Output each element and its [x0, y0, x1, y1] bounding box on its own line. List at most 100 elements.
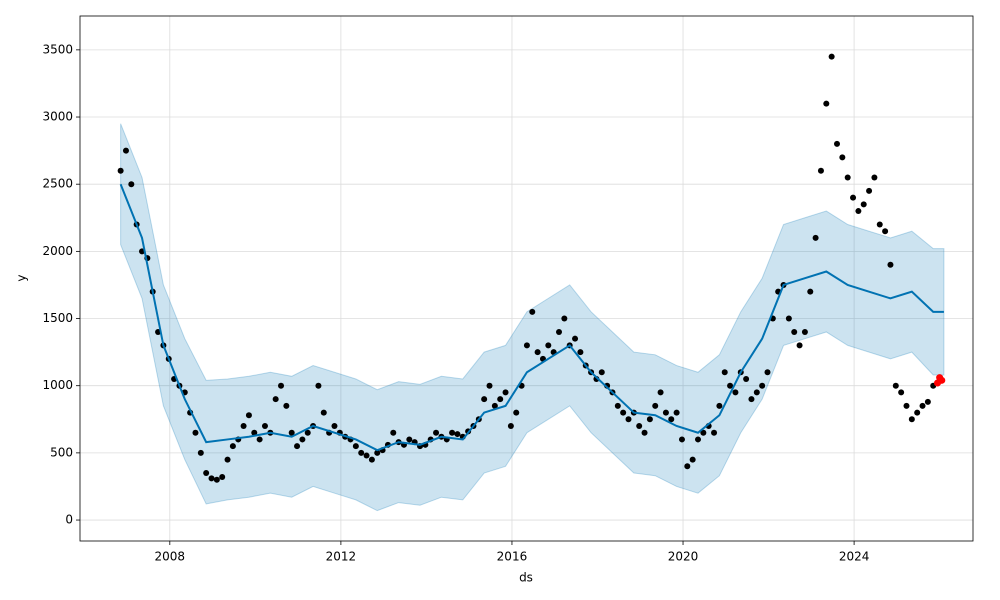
observed-point: [625, 416, 632, 423]
observed-point: [374, 449, 381, 456]
observed-point: [122, 147, 129, 154]
observed-point: [785, 315, 792, 322]
y-tick-label: 2000: [42, 244, 73, 258]
observed-point: [887, 261, 894, 268]
observed-point: [727, 382, 734, 389]
forecast-line: [119, 183, 944, 452]
observed-point: [892, 382, 899, 389]
y-tick-label: 0: [65, 513, 73, 527]
observed-point: [914, 409, 921, 416]
observed-point: [689, 456, 696, 463]
observed-point: [801, 328, 808, 335]
observed-point: [598, 369, 605, 376]
observed-point: [272, 396, 279, 403]
observed-point: [203, 470, 210, 477]
observed-point: [732, 389, 739, 396]
observed-point: [903, 402, 910, 409]
observed-point: [449, 429, 456, 436]
observed-point: [614, 402, 621, 409]
observed-point: [406, 436, 413, 443]
observed-point: [828, 53, 835, 60]
observed-point: [700, 429, 707, 436]
observed-point: [898, 389, 905, 396]
y-tick-label: 3500: [42, 42, 73, 56]
y-tick-label: 2500: [42, 177, 73, 191]
observed-point: [620, 409, 627, 416]
future-point: [938, 376, 946, 384]
y-tick-label: 1000: [42, 378, 73, 392]
observed-point: [454, 431, 461, 438]
observed-point: [764, 369, 771, 376]
observed-point: [288, 429, 295, 436]
plot-frame: [79, 15, 974, 542]
observed-point: [229, 443, 236, 450]
observed-point: [117, 167, 124, 174]
y-tick-label: 1500: [42, 311, 73, 325]
observed-point: [866, 187, 873, 194]
observed-point: [294, 443, 301, 450]
observed-point: [197, 449, 204, 456]
observed-point: [128, 181, 135, 188]
observed-point: [523, 342, 530, 349]
observed-point: [507, 423, 514, 430]
observed-point: [224, 456, 231, 463]
observed-point: [213, 476, 220, 483]
observed-point: [662, 409, 669, 416]
y-tick-label: 3000: [42, 110, 73, 124]
observed-point: [545, 342, 552, 349]
observed-point: [850, 194, 857, 201]
observed-point: [556, 328, 563, 335]
observed-point: [812, 234, 819, 241]
observed-point: [278, 382, 285, 389]
observed-point: [497, 396, 504, 403]
observed-point: [652, 402, 659, 409]
observed-point: [844, 174, 851, 181]
observed-point: [882, 228, 889, 235]
observed-point: [304, 429, 311, 436]
observed-point: [839, 154, 846, 161]
observed-point: [572, 335, 579, 342]
observed-point: [283, 402, 290, 409]
observed-point: [352, 443, 359, 450]
observed-point: [315, 382, 322, 389]
x-tick-label: 2008: [155, 550, 186, 564]
observed-point: [256, 436, 263, 443]
observed-point: [192, 429, 199, 436]
observed-point: [855, 208, 862, 215]
observed-point: [534, 349, 541, 356]
observed-point: [390, 429, 397, 436]
observed-point: [502, 389, 509, 396]
y-axis-label: y: [15, 274, 29, 281]
observed-point: [876, 221, 883, 228]
x-tick-label: 2012: [326, 550, 357, 564]
observed-point: [924, 398, 931, 405]
observed-point: [807, 288, 814, 295]
observed-point: [796, 342, 803, 349]
x-tick-label: 2016: [497, 550, 528, 564]
observed-point: [561, 315, 568, 322]
observed-point: [240, 423, 247, 430]
x-tick-label: 2020: [668, 550, 699, 564]
observed-point: [358, 449, 365, 456]
y-tick-label: 500: [50, 445, 73, 459]
observed-point: [433, 429, 440, 436]
observed-point: [481, 396, 488, 403]
observed-point: [491, 402, 498, 409]
observed-point: [759, 382, 766, 389]
observed-point: [577, 349, 584, 356]
observed-point: [529, 308, 536, 315]
observed-point: [817, 167, 824, 174]
observed-point: [368, 456, 375, 463]
observed-point: [716, 402, 723, 409]
observed-point: [695, 436, 702, 443]
observed-point: [363, 452, 370, 459]
observed-point: [320, 409, 327, 416]
observed-point: [684, 463, 691, 470]
observed-point: [748, 396, 755, 403]
observed-point: [331, 423, 338, 430]
x-axis-label: ds: [519, 571, 533, 585]
observed-point: [908, 416, 915, 423]
observed-point: [678, 436, 685, 443]
observed-point: [208, 475, 215, 482]
